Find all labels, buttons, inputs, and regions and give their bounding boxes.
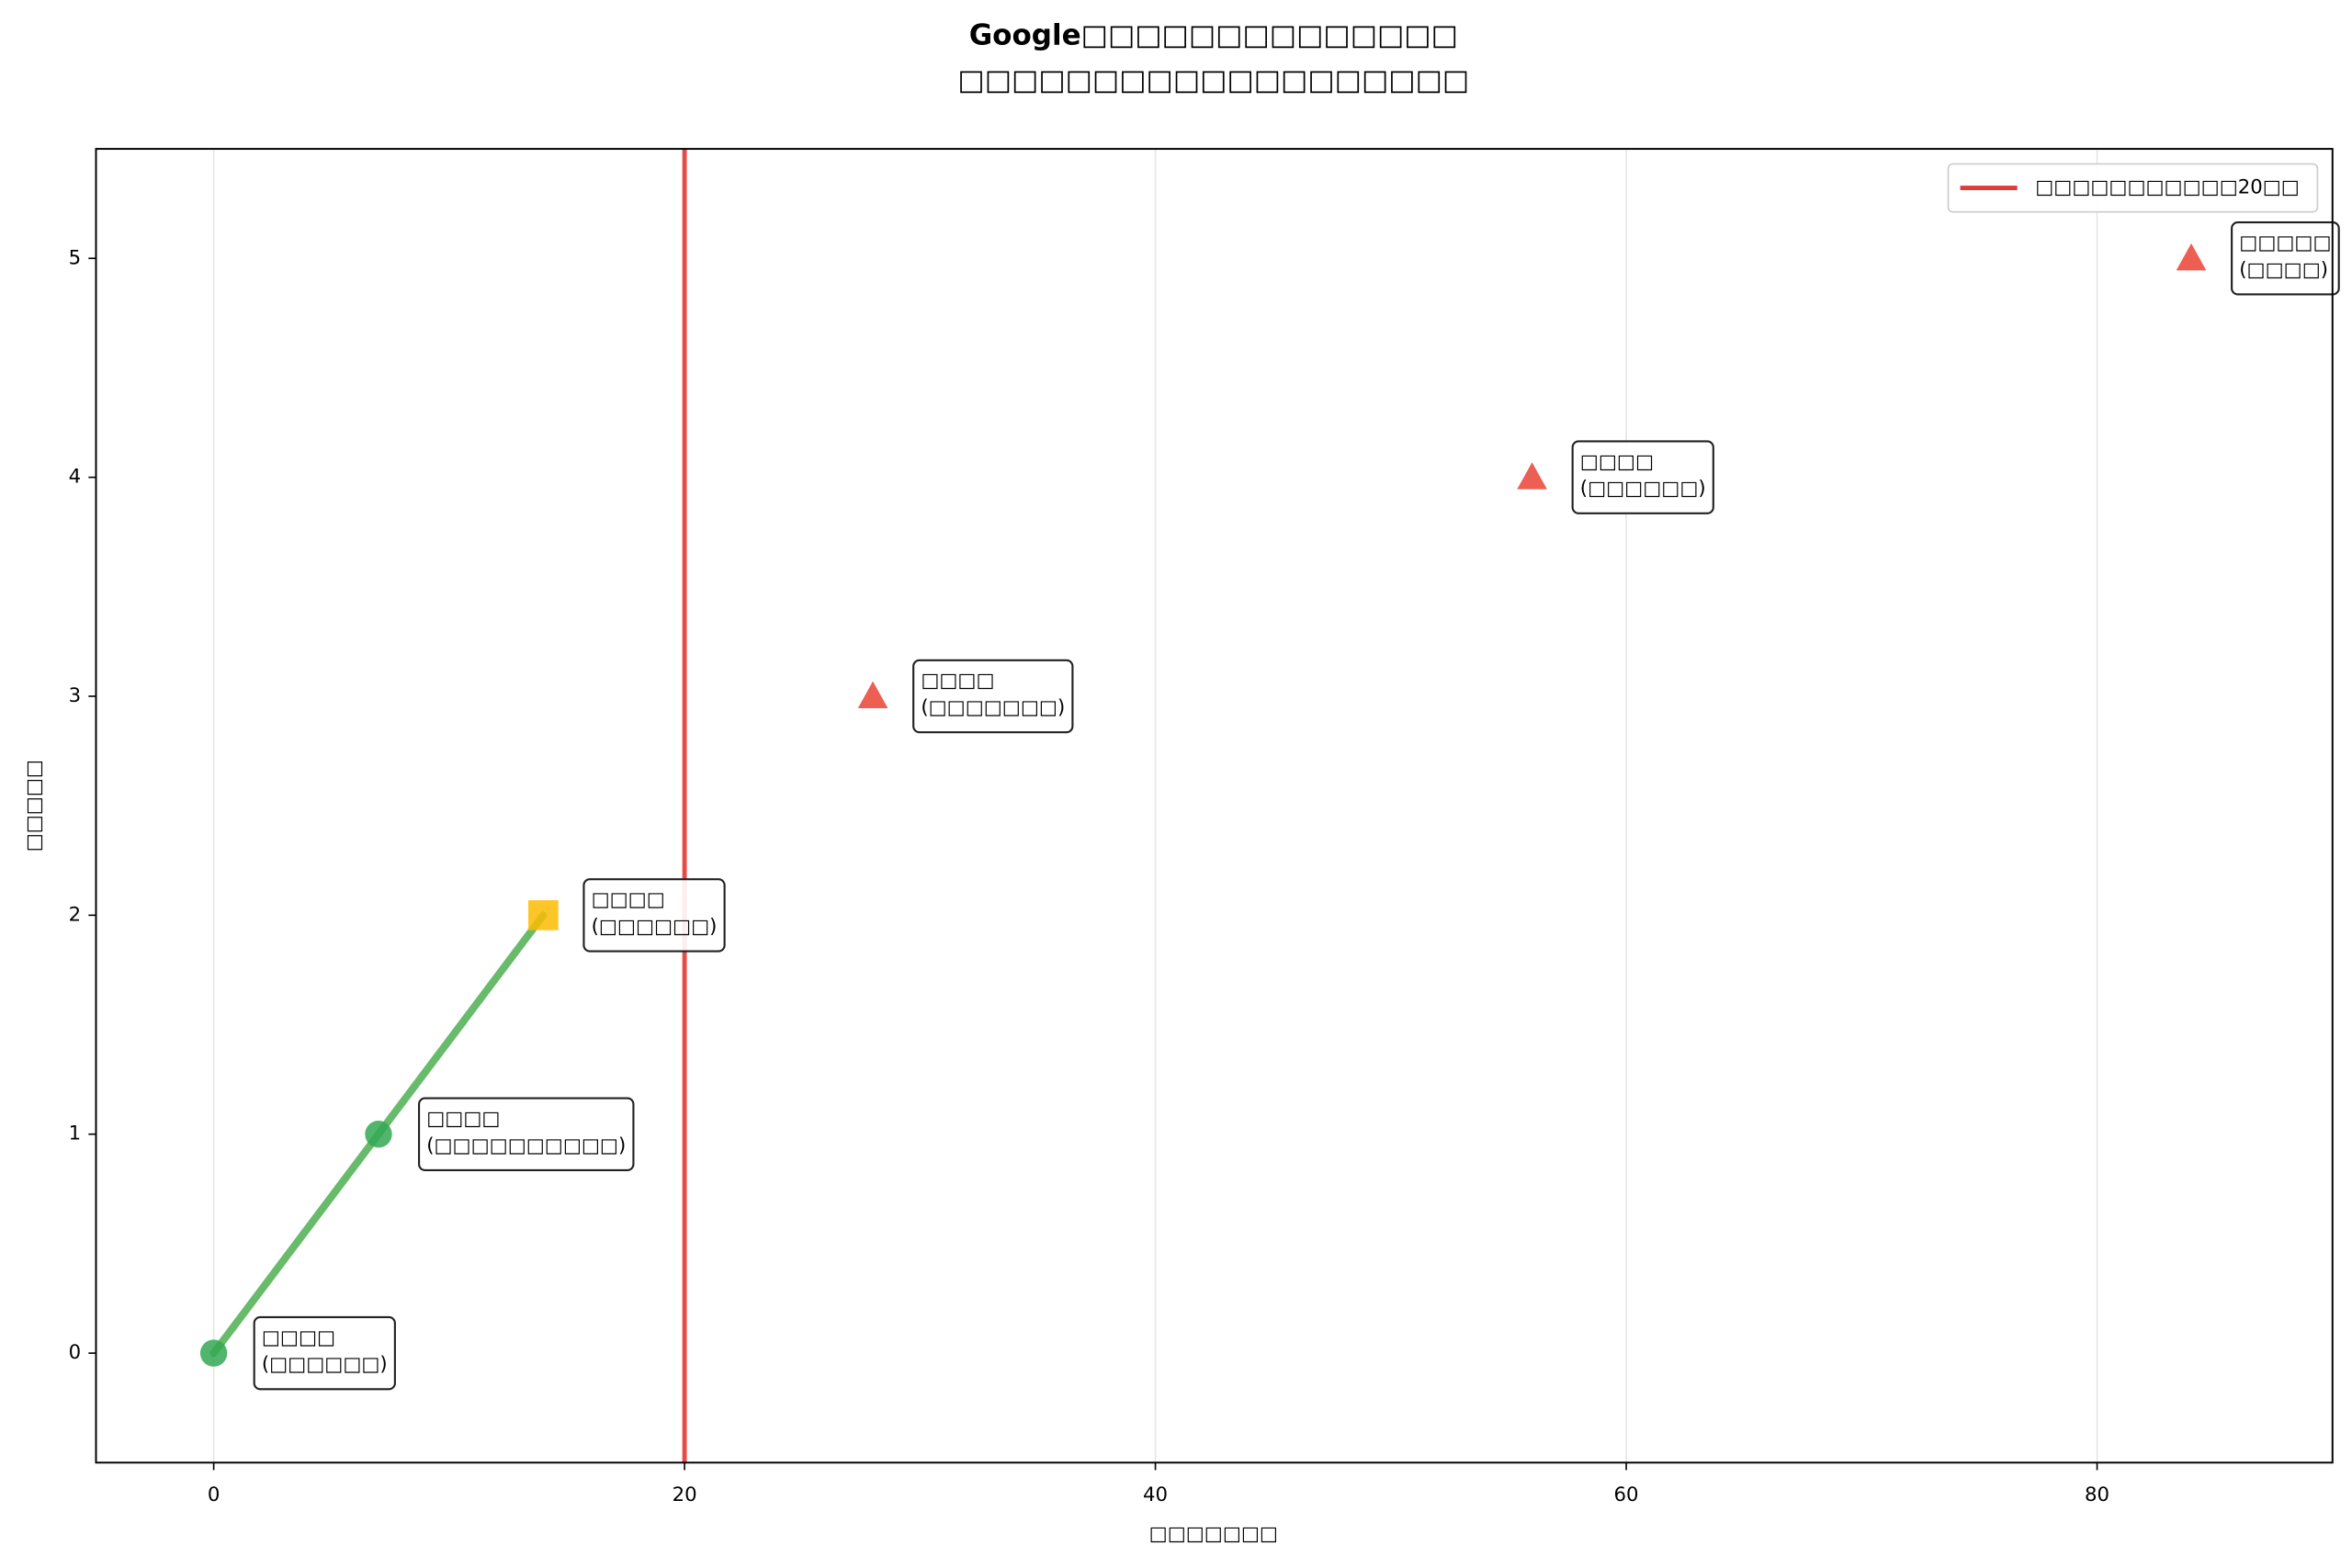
annotation: □□□□ (□□□□□□□) — [912, 659, 1074, 734]
y-tick-label: 2 — [69, 903, 82, 926]
y-tick-label: 1 — [69, 1122, 82, 1145]
x-tick-label: 40 — [1143, 1483, 1168, 1506]
annotation-box — [253, 1315, 396, 1391]
annotation-text: □□□□ — [262, 1326, 335, 1349]
y-tick-label: 3 — [69, 684, 82, 707]
annotation-text: □□□□ — [1580, 450, 1654, 473]
x-axis-label: □□□□□□□ — [1149, 1523, 1278, 1546]
x-tick-label: 60 — [1614, 1483, 1639, 1506]
y-axis-label: □□□□□ — [23, 760, 46, 852]
point — [2176, 243, 2207, 271]
annotation-text: (□□□□□□) — [262, 1353, 388, 1376]
point — [857, 681, 888, 709]
annotation-box — [912, 659, 1074, 734]
annotation-box — [417, 1097, 635, 1171]
annotation-box — [1571, 440, 1714, 514]
legend-label: □□□□□□□□□□□20□□ — [2035, 176, 2300, 199]
annotation-text: □□□□□ — [2239, 231, 2331, 254]
chart-title: Google□□□□□□□□□□□□□□ — [969, 19, 1458, 52]
annotation-text: □□□□ — [426, 1107, 500, 1130]
x-tick-label: 0 — [208, 1483, 220, 1506]
annotation-text: □□□□ — [921, 670, 994, 693]
annotation-text: (□□□□□□□) — [921, 696, 1065, 719]
x-tick-label: 80 — [2085, 1483, 2109, 1506]
x-tick-label: 20 — [673, 1483, 697, 1506]
annotation-text: □□□□ — [592, 888, 665, 911]
y-tick-label: 5 — [69, 246, 82, 269]
annotation-box — [582, 878, 726, 953]
annotation-text: (□□□□□□) — [592, 915, 718, 938]
annotation-text: (□□□□□□□□□□) — [426, 1134, 626, 1157]
annotation: □□□□ (□□□□□□) — [253, 1315, 396, 1391]
plot-frame — [95, 148, 2334, 1464]
y-tick-label: 0 — [69, 1341, 82, 1364]
annotation: □□□□ (□□□□□□) — [1571, 440, 1714, 514]
annotation-box — [2231, 221, 2340, 296]
point — [199, 1339, 228, 1367]
annotation: □□□□ (□□□□□□□□□□) — [417, 1097, 635, 1171]
annotation: □□□□ (□□□□□□) — [582, 878, 726, 953]
legend-box — [1947, 163, 2319, 213]
chart-title: □□□□□□□□□□□□□□□□□□□ — [957, 64, 1469, 97]
y-tick-label: 4 — [69, 466, 82, 489]
annotation-text: (□□□□□□) — [1580, 478, 1706, 501]
annotation: □□□□□ (□□□□) — [2231, 221, 2340, 296]
annotation-text: (□□□□) — [2239, 258, 2328, 281]
legend: □□□□□□□□□□□20□□ — [1947, 163, 2319, 213]
point — [365, 1121, 392, 1148]
point — [528, 900, 559, 931]
point — [1517, 462, 1547, 490]
